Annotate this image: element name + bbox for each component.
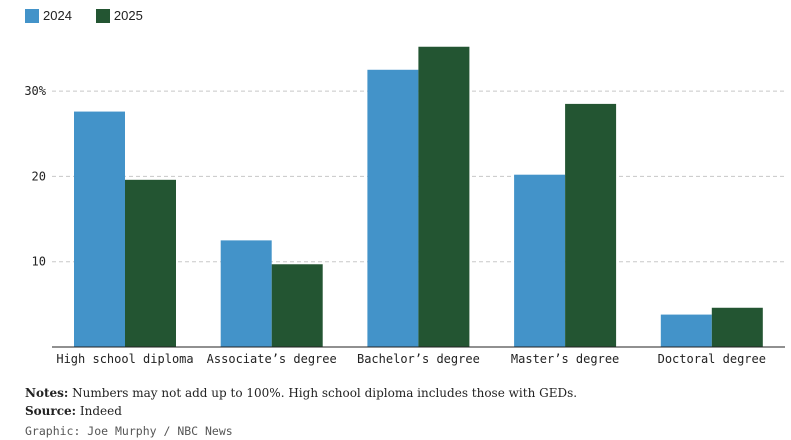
notes-text: Numbers may not add up to 100%. High sch… — [68, 386, 578, 400]
x-category-label: Associate’s degree — [207, 352, 337, 366]
chart-footer: Notes: Numbers may not add up to 100%. H… — [25, 384, 785, 440]
bar-2024 — [220, 240, 272, 347]
bar-2024 — [514, 174, 566, 347]
legend-swatch-2025 — [95, 8, 110, 23]
source-label: Source: — [25, 404, 77, 418]
notes-line: Notes: Numbers may not add up to 100%. H… — [25, 384, 785, 402]
bar-2024 — [660, 314, 712, 347]
x-category-label: Master’s degree — [511, 352, 619, 366]
source-text: Indeed — [76, 404, 122, 418]
y-tick-label: 30% — [24, 84, 46, 98]
bar-2025 — [125, 179, 176, 347]
legend-label-2024: 2024 — [43, 8, 72, 23]
x-category-label: Bachelor’s degree — [357, 352, 480, 366]
legend-label-2025: 2025 — [113, 8, 143, 23]
bar-chart: 10 20 30% High school diploma Associate’s de… — [24, 46, 785, 366]
notes-label: Notes: — [25, 386, 69, 400]
x-category-label: Doctoral degree — [658, 352, 766, 366]
bar-2025 — [565, 103, 617, 348]
bar-2025 — [271, 264, 323, 347]
legend-item-2024: 2024 — [25, 8, 72, 23]
bar-2025 — [418, 46, 470, 348]
legend-swatch-2024 — [25, 8, 39, 23]
bar-2025 — [711, 307, 763, 347]
bar-2024 — [367, 69, 419, 348]
y-tick-label: 10 — [32, 255, 46, 269]
legend: 2024 2025 — [25, 8, 167, 23]
graphic-credit: Graphic: Joe Murphy / NBC News — [25, 424, 233, 438]
source-line: Source: Indeed — [25, 402, 785, 420]
bar-2024 — [74, 111, 125, 348]
legend-item-2025: 2025 — [95, 8, 143, 23]
y-tick-label: 20 — [32, 169, 46, 183]
x-category-label: High school diploma — [56, 352, 193, 366]
